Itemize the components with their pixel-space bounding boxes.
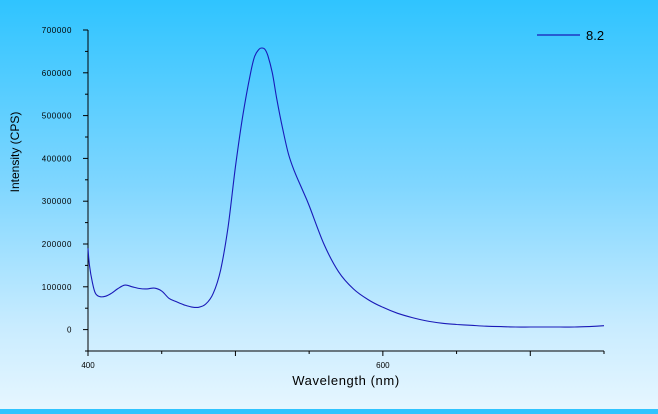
x-tick-label: 400 [81,361,95,370]
y-tick-label: 700000 [42,26,72,35]
tick-marks [83,29,605,356]
y-tick-label: 500000 [42,112,72,121]
y-axis-title: Intensity (CPS) [8,112,22,193]
y-tick-label: 400000 [42,154,72,163]
y-tick-label: 200000 [42,240,72,249]
y-tick-label: 600000 [42,69,72,78]
x-axis-title: Wavelength (nm) [292,373,400,388]
axes [87,30,604,352]
legend: 8.2 [537,28,604,43]
tick-labels: 0 100000 200000 300000 400000 500000 600000 700… [42,26,390,370]
series-layer [87,47,605,328]
y-tick-label: 0 [67,326,72,335]
y-tick-label: 100000 [42,283,72,292]
series-line-0 [87,47,605,328]
y-tick-label: 300000 [42,197,72,206]
x-tick-label: 600 [376,361,390,370]
legend-label: 8.2 [586,28,604,43]
